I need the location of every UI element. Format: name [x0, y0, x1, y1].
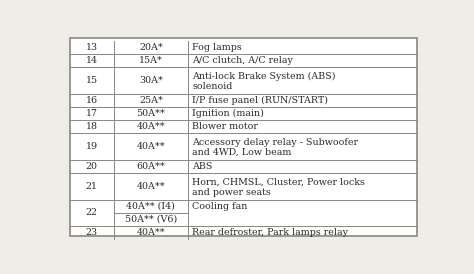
Text: 60A**: 60A**: [137, 162, 165, 171]
Text: I/P fuse panel (RUN/START): I/P fuse panel (RUN/START): [192, 96, 328, 105]
Text: 25A*: 25A*: [139, 96, 163, 105]
Text: Horn, CHMSL, Cluster, Power locks: Horn, CHMSL, Cluster, Power locks: [192, 178, 365, 186]
Text: and power seats: and power seats: [192, 188, 271, 197]
Text: Fog lamps: Fog lamps: [192, 43, 242, 52]
Text: 16: 16: [86, 96, 98, 105]
Text: 40A**: 40A**: [137, 228, 165, 237]
Text: 30A*: 30A*: [139, 76, 163, 85]
Text: 22: 22: [86, 208, 98, 217]
Text: 14: 14: [86, 56, 98, 65]
Text: 15A*: 15A*: [139, 56, 163, 65]
Text: Cooling fan: Cooling fan: [192, 202, 247, 211]
Text: 40A** (I4): 40A** (I4): [127, 202, 175, 211]
Text: 50A**: 50A**: [137, 109, 165, 118]
Text: A/C clutch, A/C relay: A/C clutch, A/C relay: [192, 56, 293, 65]
Text: 15: 15: [86, 76, 98, 85]
Text: 18: 18: [86, 122, 98, 131]
Text: 23: 23: [86, 228, 98, 237]
Text: 17: 17: [86, 109, 98, 118]
Text: Blower motor: Blower motor: [192, 122, 258, 131]
Text: 19: 19: [86, 142, 98, 151]
Text: 40A**: 40A**: [137, 182, 165, 191]
Text: 13: 13: [86, 43, 98, 52]
Text: Accessory delay relay - Subwoofer: Accessory delay relay - Subwoofer: [192, 138, 358, 147]
Text: Anti-lock Brake System (ABS): Anti-lock Brake System (ABS): [192, 72, 336, 81]
Text: 40A**: 40A**: [137, 142, 165, 151]
Text: 21: 21: [86, 182, 98, 191]
Text: Rear defroster, Park lamps relay: Rear defroster, Park lamps relay: [192, 228, 348, 237]
Text: and 4WD, Low beam: and 4WD, Low beam: [192, 148, 292, 157]
Text: solenoid: solenoid: [192, 82, 232, 91]
Text: 20A*: 20A*: [139, 43, 163, 52]
Text: Ignition (main): Ignition (main): [192, 109, 264, 118]
Text: 40A**: 40A**: [137, 122, 165, 131]
Text: 20: 20: [86, 162, 98, 171]
Text: 50A** (V6): 50A** (V6): [125, 215, 177, 224]
Text: ABS: ABS: [192, 162, 212, 171]
